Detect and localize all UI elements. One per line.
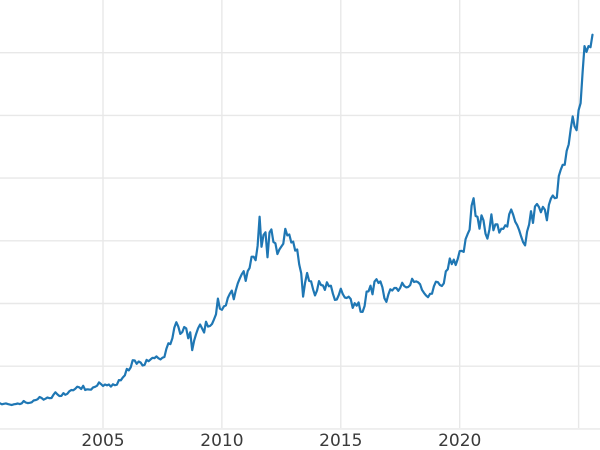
x-tick-label: 2020 (438, 431, 481, 450)
price-series-line (0, 33, 594, 407)
x-tick-label: 2010 (200, 431, 243, 450)
x-tick-label: 2015 (319, 431, 362, 450)
x-tick-label: 2005 (81, 431, 124, 450)
